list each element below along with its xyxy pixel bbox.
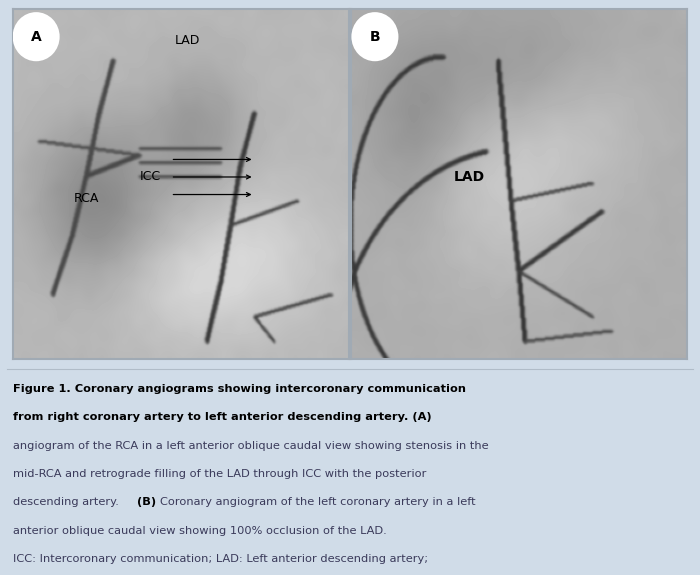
Text: mid-RCA and retrograde filling of the LAD through ICC with the posterior: mid-RCA and retrograde filling of the LA… bbox=[13, 469, 426, 479]
Text: anterior oblique caudal view showing 100% occlusion of the LAD.: anterior oblique caudal view showing 100… bbox=[13, 526, 386, 536]
Text: Coronary angiogram of the left coronary artery in a left: Coronary angiogram of the left coronary … bbox=[160, 497, 475, 507]
Circle shape bbox=[13, 12, 60, 61]
Text: Figure 1. Coronary angiograms showing intercoronary communication: Figure 1. Coronary angiograms showing in… bbox=[13, 384, 466, 394]
Text: LAD: LAD bbox=[174, 34, 200, 47]
Text: LAD: LAD bbox=[454, 170, 484, 184]
Text: descending artery.: descending artery. bbox=[13, 497, 118, 507]
Text: ICC: Intercoronary communication; LAD: Left anterior descending artery;: ICC: Intercoronary communication; LAD: L… bbox=[13, 554, 428, 564]
Text: angiogram of the RCA in a left anterior oblique caudal view showing stenosis in : angiogram of the RCA in a left anterior … bbox=[13, 440, 488, 451]
Circle shape bbox=[351, 12, 398, 61]
Text: B: B bbox=[370, 30, 380, 44]
Text: ICC: ICC bbox=[139, 170, 160, 183]
Text: from right coronary artery to left anterior descending artery. (A): from right coronary artery to left anter… bbox=[13, 412, 431, 423]
Text: (B): (B) bbox=[136, 497, 155, 507]
Text: RCA: RCA bbox=[74, 191, 99, 205]
Text: A: A bbox=[31, 30, 41, 44]
